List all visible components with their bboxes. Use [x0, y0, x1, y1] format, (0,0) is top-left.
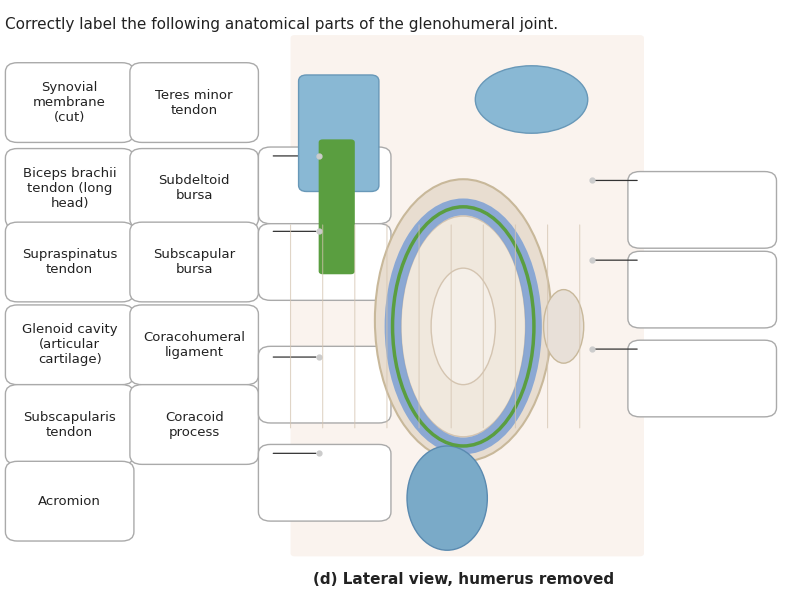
FancyBboxPatch shape	[298, 75, 379, 192]
Text: Glenoid cavity
(articular
cartilage): Glenoid cavity (articular cartilage)	[22, 323, 118, 367]
Ellipse shape	[476, 66, 588, 133]
Text: Coracohumeral
ligament: Coracohumeral ligament	[143, 331, 245, 359]
FancyBboxPatch shape	[130, 63, 259, 142]
Text: Subscapularis
tendon: Subscapularis tendon	[23, 410, 116, 439]
FancyBboxPatch shape	[259, 224, 391, 301]
FancyBboxPatch shape	[259, 444, 391, 521]
FancyBboxPatch shape	[130, 222, 259, 302]
FancyBboxPatch shape	[130, 384, 259, 464]
FancyBboxPatch shape	[628, 251, 776, 328]
FancyBboxPatch shape	[6, 222, 134, 302]
Text: Subscapular
bursa: Subscapular bursa	[153, 248, 235, 276]
Text: Biceps brachii
tendon (long
head): Biceps brachii tendon (long head)	[23, 167, 117, 210]
FancyBboxPatch shape	[130, 305, 259, 384]
FancyBboxPatch shape	[6, 148, 134, 229]
Text: (d) Lateral view, humerus removed: (d) Lateral view, humerus removed	[313, 572, 614, 587]
FancyBboxPatch shape	[259, 346, 391, 423]
FancyBboxPatch shape	[6, 63, 134, 142]
FancyBboxPatch shape	[6, 305, 134, 384]
FancyBboxPatch shape	[628, 340, 776, 417]
FancyBboxPatch shape	[259, 147, 391, 224]
Ellipse shape	[543, 290, 584, 363]
Text: Synovial
membrane
(cut): Synovial membrane (cut)	[33, 81, 106, 124]
Text: Coracoid
process: Coracoid process	[164, 410, 223, 439]
Text: Supraspinatus
tendon: Supraspinatus tendon	[22, 248, 118, 276]
Text: Teres minor
tendon: Teres minor tendon	[156, 89, 233, 116]
FancyBboxPatch shape	[6, 461, 134, 541]
FancyBboxPatch shape	[318, 139, 355, 274]
Ellipse shape	[407, 446, 488, 550]
Text: Acromion: Acromion	[38, 495, 101, 508]
FancyBboxPatch shape	[628, 172, 776, 248]
FancyBboxPatch shape	[290, 35, 644, 556]
FancyBboxPatch shape	[130, 148, 259, 229]
Ellipse shape	[401, 216, 526, 437]
Ellipse shape	[375, 179, 551, 461]
Ellipse shape	[431, 268, 496, 384]
Text: Subdeltoid
bursa: Subdeltoid bursa	[159, 174, 230, 203]
FancyBboxPatch shape	[6, 384, 134, 464]
Text: Correctly label the following anatomical parts of the glenohumeral joint.: Correctly label the following anatomical…	[6, 17, 559, 31]
